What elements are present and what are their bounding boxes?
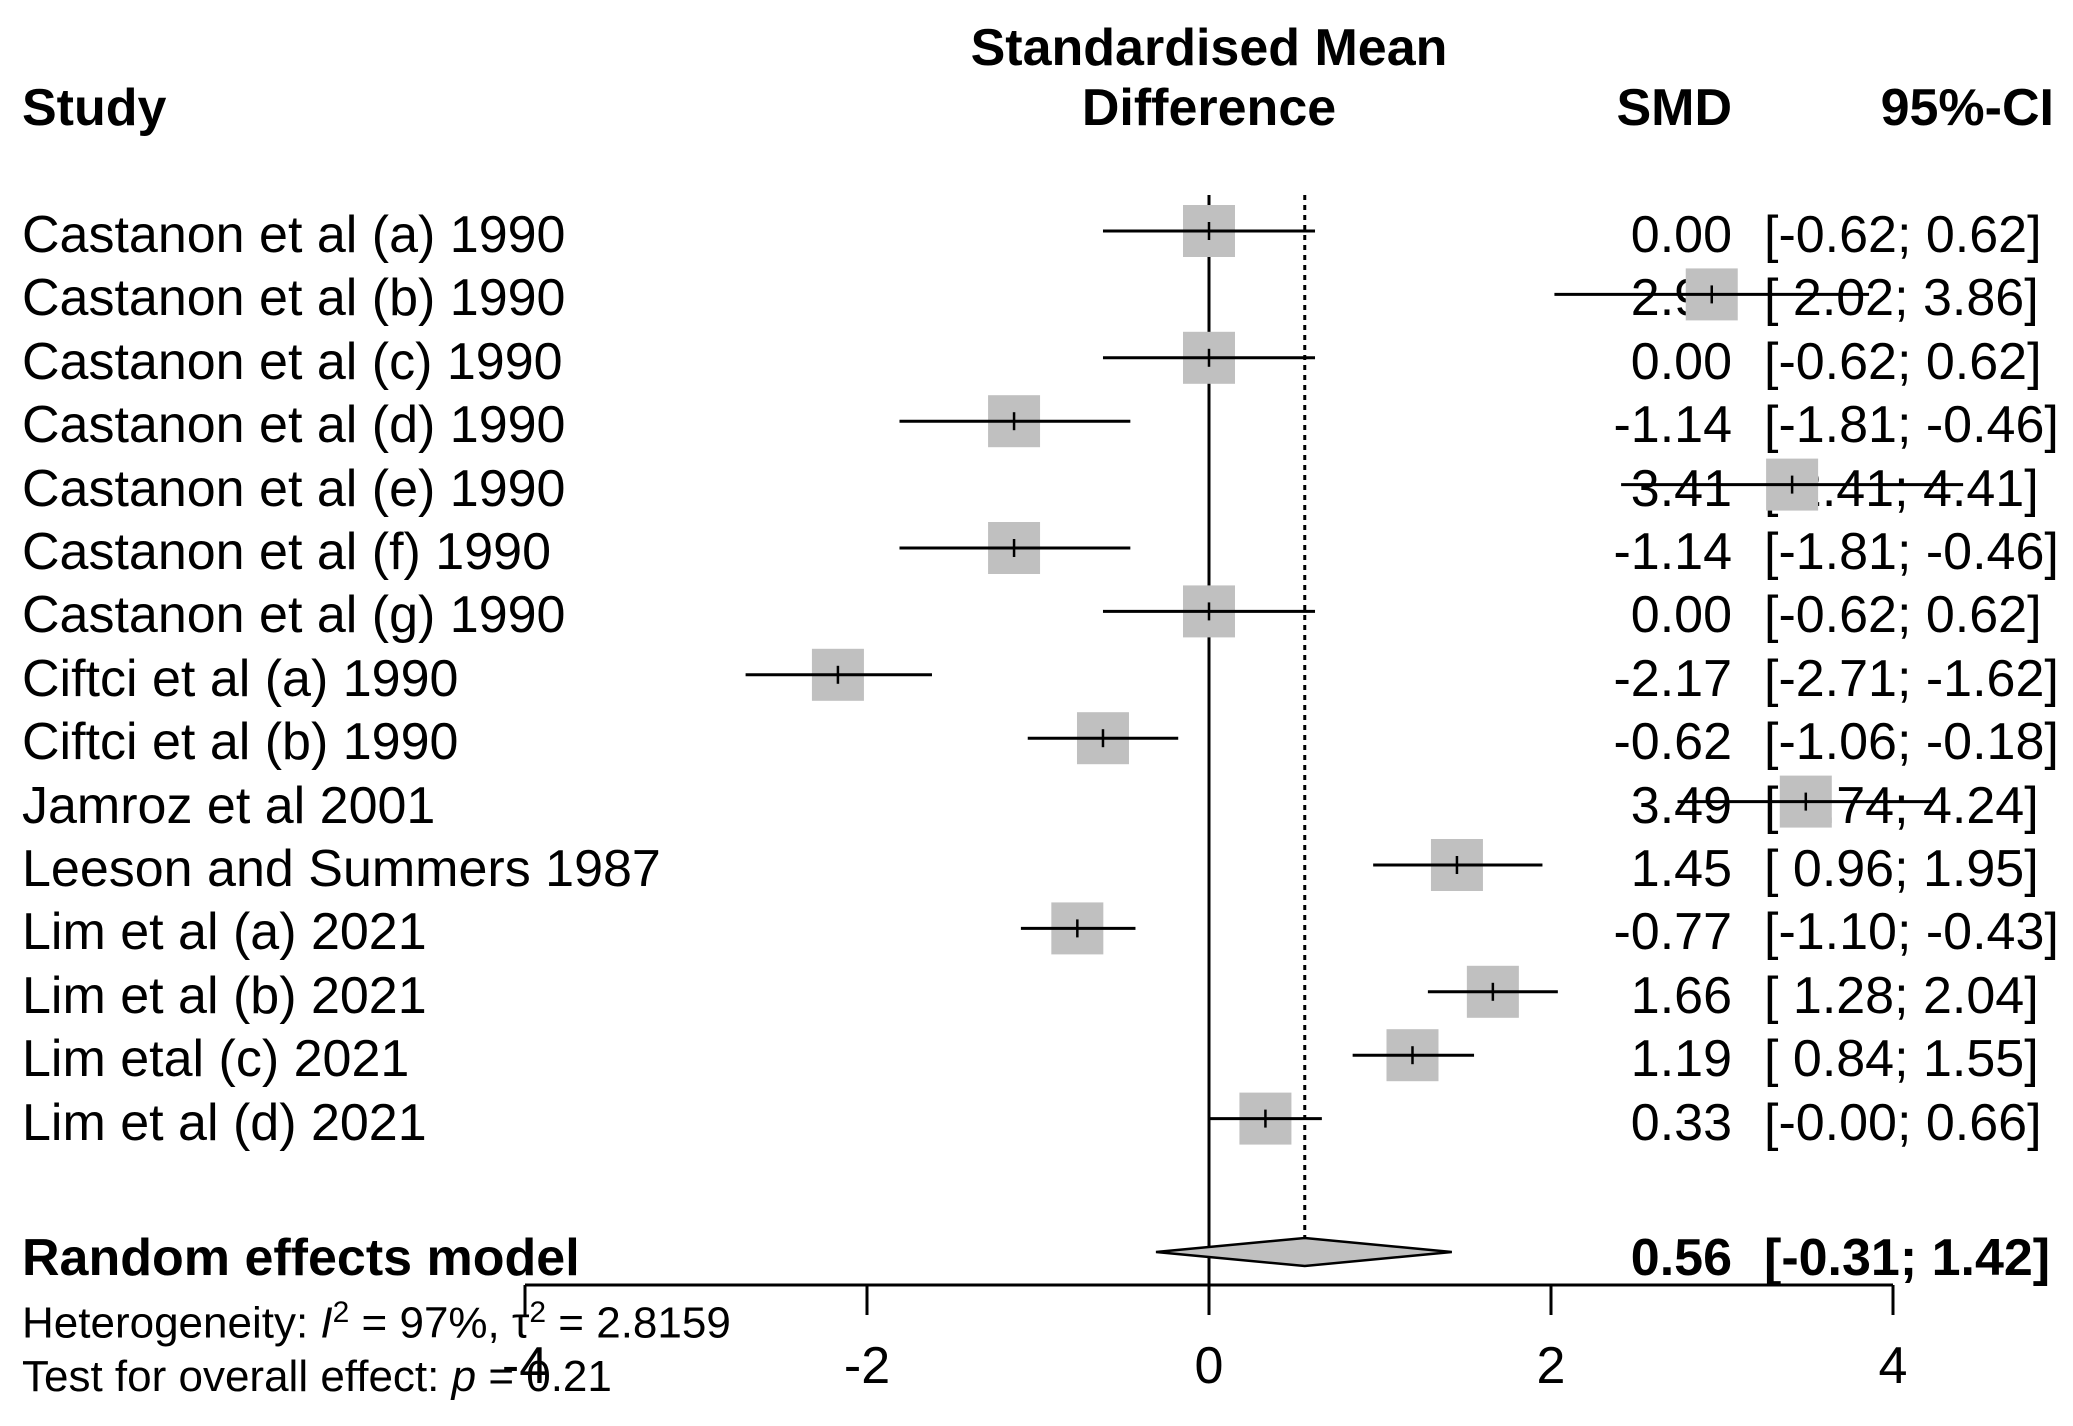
study-ci: [-0.62; 0.62] [1764,206,2042,264]
study-smd: 1.19 [1630,1030,1732,1088]
study-ci: [-0.62; 0.62] [1764,333,2042,391]
study-label: Jamroz et al 2001 [22,777,436,835]
study-label: Ciftci et al (b) 1990 [22,713,459,771]
chart-title-line-1: Standardised Mean [970,19,1448,77]
i2-symbol: I [320,1298,333,1348]
x-tick-label: 0 [1195,1337,1224,1395]
overall-test-prefix: Test for overall effect: [22,1352,452,1401]
heterogeneity-prefix: Heterogeneity: [22,1298,321,1348]
study-label: Lim et al (b) 2021 [22,967,427,1025]
p-symbol: p [451,1352,477,1401]
study-ci: [ 1.28; 2.04] [1764,967,2039,1025]
p-value: = 0.21 [476,1352,612,1401]
study-ci: [-1.81; -0.46] [1764,523,2059,581]
study-smd: 1.66 [1630,967,1732,1025]
study-smd: -0.77 [1613,903,1732,961]
study-smd: 1.45 [1630,840,1732,898]
study-label: Castanon et al (a) 1990 [22,206,566,264]
study-ci: [-1.10; -0.43] [1764,903,2059,961]
x-tick-label: -4 [502,1337,548,1395]
study-ci: [-1.06; -0.18] [1764,713,2059,771]
study-ci: [-1.81; -0.46] [1764,396,2059,454]
study-ci: [-0.62; 0.62] [1764,586,2042,644]
smd-column-header: SMD [1616,79,1732,137]
study-label: Castanon et al (d) 1990 [22,396,566,454]
ci-column-header: 95%-CI [1880,79,2054,137]
study-smd: -0.62 [1613,713,1732,771]
overall-test-text: Test for overall effect: p = 0.21 [22,1352,612,1402]
tau2-value: = 2.8159 [546,1298,731,1348]
study-label: Leeson and Summers 1987 [22,840,661,898]
chart-title-line-2: Difference [1081,79,1337,137]
study-column-header: Study [22,79,167,137]
study-label: Lim et al (d) 2021 [22,1094,427,1152]
study-label: Castanon et al (c) 1990 [22,333,563,391]
study-ci: [ 2.02; 3.86] [1764,269,2039,327]
study-label: Ciftci et al (a) 1990 [22,650,459,708]
study-smd: -1.14 [1613,396,1732,454]
study-ci: [ 0.96; 1.95] [1764,840,2039,898]
i2-value: = 97%, [349,1298,512,1348]
study-smd: 0.00 [1630,333,1732,391]
heterogeneity-text: Heterogeneity: I2 = 97%, τ2 = 2.8159 [22,1296,731,1348]
study-label: Castanon et al (f) 1990 [22,523,551,581]
study-smd: -2.17 [1613,650,1732,708]
study-smd: 3.49 [1630,777,1732,835]
study-label: Castanon et al (b) 1990 [22,269,566,327]
x-tick-label: 2 [1537,1337,1566,1395]
study-ci: [-2.71; -1.62] [1764,650,2059,708]
study-smd: 0.33 [1630,1094,1732,1152]
study-smd: 0.00 [1630,206,1732,264]
study-smd: 3.41 [1630,460,1732,518]
study-smd: 0.00 [1630,586,1732,644]
x-tick-label: 4 [1879,1337,1908,1395]
pooled-ci: [-0.31; 1.42] [1764,1229,2051,1287]
study-label: Castanon et al (e) 1990 [22,460,566,518]
study-label: Lim etal (c) 2021 [22,1030,410,1088]
pooled-smd: 0.56 [1630,1229,1732,1287]
study-ci: [-0.00; 0.66] [1764,1094,2042,1152]
study-label: Lim et al (a) 2021 [22,903,427,961]
study-ci: [ 0.84; 1.55] [1764,1030,2039,1088]
x-tick-label: -2 [844,1337,890,1395]
pooled-label: Random effects model [22,1229,580,1287]
pooled-diamond [1155,1236,1452,1268]
study-label: Castanon et al (g) 1990 [22,586,566,644]
study-smd: -1.14 [1613,523,1732,581]
